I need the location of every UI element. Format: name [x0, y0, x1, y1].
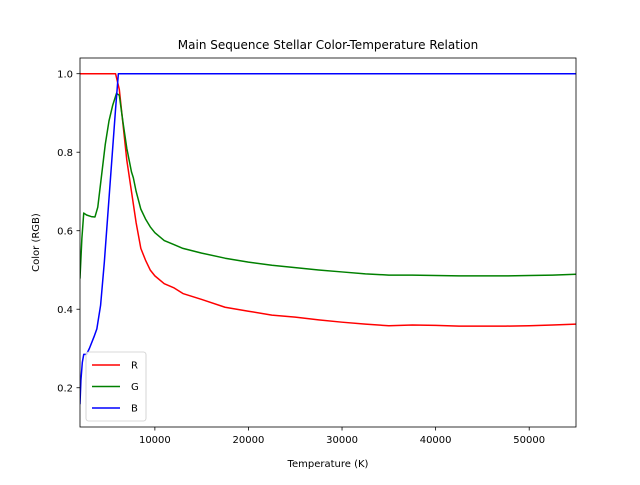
x-tick-label: 40000	[420, 435, 452, 446]
legend: RGB	[85, 351, 147, 422]
series-line-g	[80, 92, 576, 279]
x-tick-label: 50000	[513, 435, 545, 446]
axes-layer: 10000 20000 30000 40000 50000 0.2 0.4 0.6 0.8 1.0	[57, 57, 577, 446]
y-tick-label: 0.6	[57, 226, 73, 237]
chart-title: Main Sequence Stellar Color-Temperature …	[178, 38, 478, 52]
y-tick-label: 0.8	[57, 148, 73, 159]
y-tick-label: 1.0	[57, 69, 73, 80]
y-tick-label: 0.2	[57, 383, 73, 394]
legend-label-r: R	[131, 361, 138, 372]
legend-label-b: B	[131, 404, 138, 415]
series-layer	[80, 72, 576, 405]
x-tick-label: 10000	[139, 435, 171, 446]
y-axis-title: Color (RGB)	[31, 213, 42, 272]
x-tick-label: 30000	[326, 435, 358, 446]
series-line-b	[80, 72, 576, 405]
x-axis-title: Temperature (K)	[287, 459, 369, 470]
plot-frame	[79, 57, 577, 428]
legend-label-g: G	[131, 382, 139, 393]
x-tick-label: 20000	[233, 435, 265, 446]
y-tick-label: 0.4	[57, 305, 73, 316]
